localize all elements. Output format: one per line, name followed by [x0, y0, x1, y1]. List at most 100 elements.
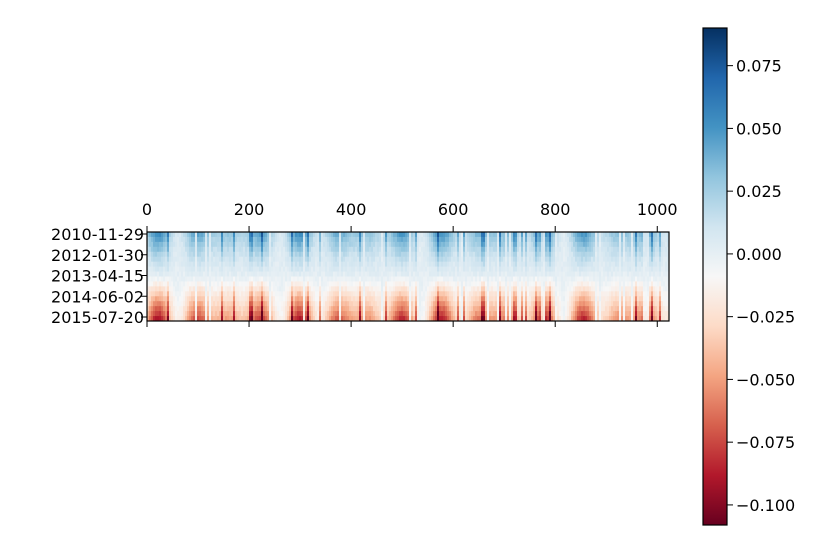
colorbar-tick-5: −0.050 [727, 370, 795, 389]
heatmap-cell [467, 261, 470, 268]
heatmap-cell [331, 251, 334, 258]
heatmap-cell [405, 276, 408, 282]
heatmap-cell [339, 301, 342, 307]
heatmap-cell [457, 316, 460, 322]
heatmap-cell [265, 261, 268, 268]
heatmap-cell [277, 241, 280, 248]
heatmap-cell [147, 266, 150, 272]
heatmap-cell [507, 266, 510, 272]
heatmap-cell [205, 306, 208, 312]
heatmap-cell [551, 251, 554, 258]
heatmap-cell [465, 241, 468, 248]
heatmap-cell [269, 296, 272, 302]
heatmap-cell [219, 291, 222, 297]
heatmap-cell [243, 266, 246, 272]
heatmap-cell [299, 311, 302, 317]
heatmap-cell [393, 286, 396, 292]
heatmap-cell [511, 296, 514, 302]
heatmap-cell [629, 261, 632, 268]
heatmap-cell [185, 286, 188, 292]
heatmap-cell [515, 296, 518, 302]
heatmap-cell [411, 246, 414, 253]
heatmap-cell [565, 281, 568, 287]
heatmap-cell [377, 266, 380, 272]
colorbar-tick-0: 0.075 [727, 57, 782, 76]
heatmap-cell [241, 271, 244, 277]
heatmap-cell [481, 236, 484, 243]
heatmap-cell [631, 301, 634, 307]
heatmap-cell [413, 241, 416, 248]
heatmap-cell [633, 236, 636, 243]
heatmap-cell [615, 316, 618, 322]
heatmap-cell [163, 236, 166, 243]
heatmap-cell [323, 241, 326, 248]
heatmap-cell [201, 286, 204, 292]
heatmap-cell [355, 301, 358, 307]
heatmap-cell [625, 251, 628, 258]
heatmap-cell [265, 256, 268, 263]
heatmap-cell [243, 291, 246, 297]
heatmap-cell [187, 311, 190, 317]
heatmap-cell [471, 266, 474, 272]
heatmap-cell [575, 316, 578, 322]
heatmap-cell [341, 271, 344, 277]
heatmap-cell [591, 241, 594, 248]
heatmap-cell [223, 261, 226, 268]
heatmap-cell [307, 256, 310, 263]
heatmap-cell [461, 311, 464, 317]
heatmap-cell [175, 311, 178, 317]
heatmap-cell [373, 256, 376, 263]
heatmap-cell [345, 232, 348, 238]
heatmap-cell [569, 232, 572, 238]
heatmap-cell [645, 232, 648, 238]
heatmap-cell [575, 256, 578, 263]
heatmap-cell [247, 256, 250, 263]
heatmap-cell [483, 291, 486, 297]
heatmap-cell [505, 246, 508, 253]
heatmap-cell [325, 271, 328, 277]
heatmap-cell [563, 271, 566, 277]
heatmap-cell [597, 251, 600, 258]
heatmap-cell [467, 311, 470, 317]
heatmap-cell [303, 286, 306, 292]
heatmap-cell [521, 306, 524, 312]
heatmap-cell [641, 251, 644, 258]
heatmap-cell [241, 296, 244, 302]
heatmap-cell [267, 246, 270, 253]
heatmap-cell [303, 306, 306, 312]
heatmap-cell [593, 276, 596, 282]
heatmap-cell [421, 286, 424, 292]
heatmap-cell [541, 296, 544, 302]
heatmap-cell [549, 232, 552, 238]
heatmap-cell [547, 232, 550, 238]
heatmap-cell [515, 301, 518, 307]
heatmap-cell [475, 266, 478, 272]
heatmap-cell [499, 301, 502, 307]
heatmap-cell [565, 301, 568, 307]
heatmap-cell [505, 316, 508, 322]
heatmap-cell [267, 271, 270, 277]
heatmap-cell [213, 311, 216, 317]
heatmap-cell [331, 261, 334, 268]
heatmap-cell [351, 236, 354, 243]
heatmap-cell [401, 256, 404, 263]
heatmap-cell [151, 232, 154, 238]
heatmap-cell [179, 276, 182, 282]
heatmap-cell [347, 316, 350, 322]
heatmap-cell [529, 306, 532, 312]
heatmap-cell [161, 306, 164, 312]
heatmap-cell [333, 301, 336, 307]
heatmap-cell [259, 296, 262, 302]
heatmap-cell [599, 241, 602, 248]
heatmap-cell [641, 286, 644, 292]
heatmap-cell [495, 316, 498, 322]
heatmap-cell [337, 256, 340, 263]
heatmap-cell [469, 276, 472, 282]
heatmap-cell [281, 316, 284, 322]
heatmap-cell [649, 311, 652, 317]
heatmap-cell [149, 291, 152, 297]
heatmap-cell [335, 306, 338, 312]
heatmap-cell [577, 311, 580, 317]
heatmap-cell [479, 232, 482, 238]
heatmap-cell [633, 232, 636, 238]
